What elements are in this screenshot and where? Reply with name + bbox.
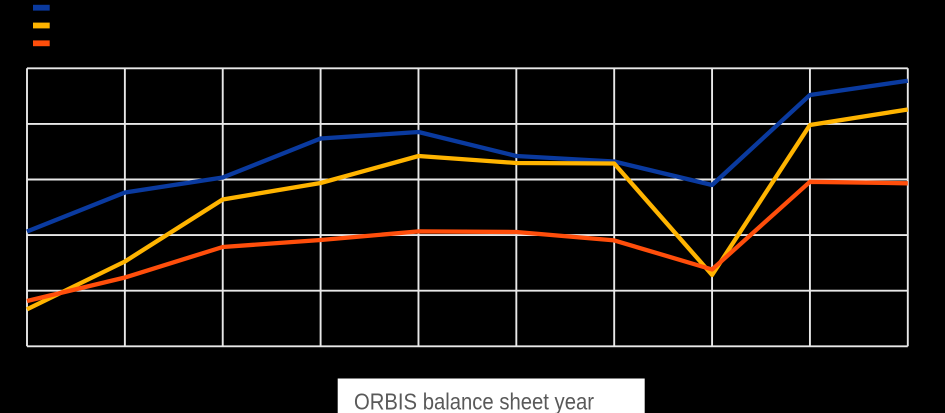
svg-text:ORBIS balance sheet year: ORBIS balance sheet year bbox=[354, 389, 594, 413]
